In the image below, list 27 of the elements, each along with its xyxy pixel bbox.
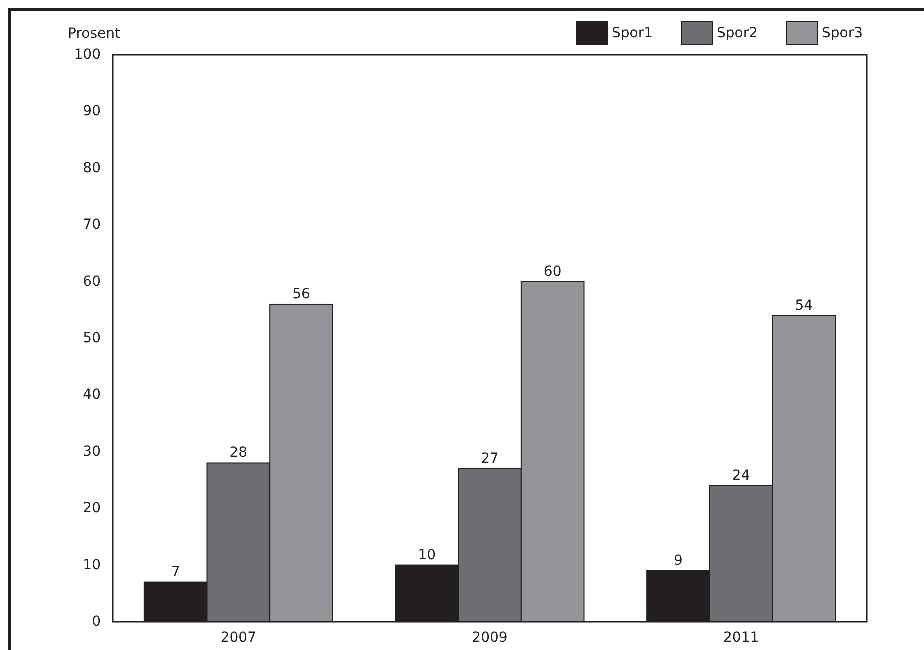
legend-label: Spor1 bbox=[612, 26, 654, 42]
data-label: 10 bbox=[418, 547, 436, 564]
data-label: 7 bbox=[171, 564, 180, 580]
y-tick-label: 90 bbox=[83, 104, 101, 120]
y-tick-label: 50 bbox=[83, 330, 101, 346]
data-label: 60 bbox=[544, 264, 562, 280]
y-tick-label: 0 bbox=[92, 614, 101, 630]
y-tick-label: 70 bbox=[83, 217, 101, 234]
y-tick-label: 60 bbox=[83, 274, 101, 290]
data-label: 24 bbox=[732, 468, 750, 484]
x-tick-label: 2011 bbox=[724, 630, 760, 646]
y-axis-title: Prosent bbox=[68, 26, 121, 42]
x-tick-label: 2007 bbox=[220, 630, 256, 646]
y-tick-label: 100 bbox=[74, 47, 101, 63]
y-tick-label: 80 bbox=[83, 160, 101, 176]
data-label: 27 bbox=[481, 450, 499, 467]
legend-label: Spor3 bbox=[822, 26, 864, 42]
y-tick-label: 30 bbox=[83, 444, 101, 460]
legend-label: Spor2 bbox=[717, 26, 758, 42]
y-tick-label: 10 bbox=[83, 557, 101, 574]
y-tick-label: 40 bbox=[83, 387, 101, 404]
data-label: 9 bbox=[674, 552, 683, 569]
y-tick-label: 20 bbox=[83, 500, 101, 517]
data-label: 28 bbox=[230, 445, 248, 462]
x-tick-label: 2009 bbox=[472, 630, 508, 646]
data-label: 56 bbox=[292, 286, 310, 302]
data-label: 54 bbox=[795, 298, 814, 314]
